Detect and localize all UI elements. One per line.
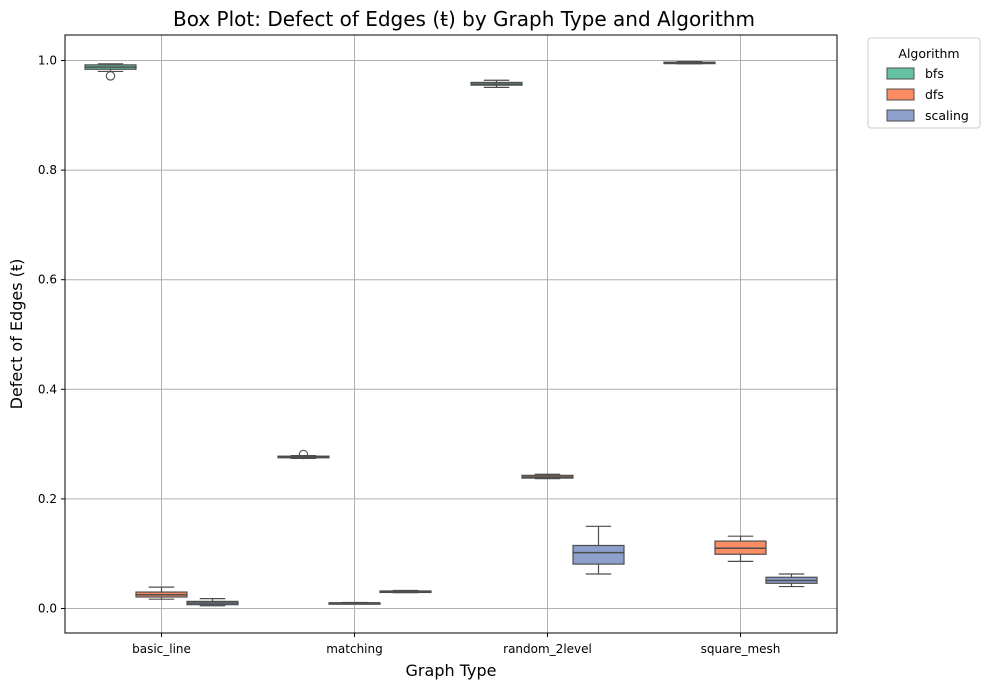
box-dfs-square_mesh: [714, 535, 767, 562]
box-bfs-basic_line: [84, 63, 137, 81]
x-tick-label: basic_line: [132, 642, 191, 656]
y-tick-label: 0.2: [38, 492, 57, 506]
box-bfs-square_mesh: [663, 60, 716, 65]
box-iqr: [572, 544, 625, 565]
legend-swatch-scaling: [886, 109, 915, 122]
box-scaling-square_mesh: [765, 573, 818, 588]
grid-lines: [65, 35, 837, 633]
legend-swatch-dfs: [886, 88, 915, 101]
x-axis-ticks: basic_line matching random_2level square_me…: [132, 633, 780, 656]
box-dfs-matching: [328, 601, 381, 605]
legend-frame: [867, 37, 981, 129]
legend-label-dfs: dfs: [925, 87, 944, 102]
y-axis-title: Defect of Edges (ŧ): [7, 259, 26, 410]
box-scaling-basic_line: [186, 598, 239, 607]
box-scaling-random_2level: [572, 525, 625, 575]
x-tick-label: matching: [326, 642, 383, 656]
chart-title: Box Plot: Defect of Edges (ŧ) by Graph T…: [173, 7, 755, 31]
y-tick-label: 1.0: [38, 54, 57, 68]
y-axis-ticks: 0.0 0.2 0.4 0.6 0.8 1.0: [38, 54, 65, 616]
box-dfs-basic_line: [135, 586, 188, 600]
box-scaling-matching: [379, 589, 432, 594]
plot-frame: [64, 34, 838, 634]
legend-label-scaling: scaling: [925, 108, 969, 123]
legend: Algorithm bfs dfs scaling: [867, 37, 981, 129]
box-series: [84, 60, 818, 607]
box-bfs-random_2level: [470, 79, 523, 88]
y-tick-label: 0.4: [38, 382, 57, 396]
box-dfs-random_2level: [521, 473, 574, 480]
y-tick-label: 0.6: [38, 273, 57, 287]
box-bfs-matching: [277, 449, 330, 460]
outlier-point: [298, 449, 309, 460]
y-tick-label: 0.8: [38, 163, 57, 177]
x-axis-title: Graph Type: [406, 661, 497, 680]
legend-title: Algorithm: [898, 46, 959, 61]
x-tick-label: random_2level: [503, 642, 592, 656]
outlier-point: [105, 71, 116, 81]
legend-swatch-bfs: [886, 67, 915, 80]
y-tick-label: 0.0: [38, 602, 57, 616]
legend-label-bfs: bfs: [925, 66, 944, 81]
x-tick-label: square_mesh: [701, 642, 781, 656]
